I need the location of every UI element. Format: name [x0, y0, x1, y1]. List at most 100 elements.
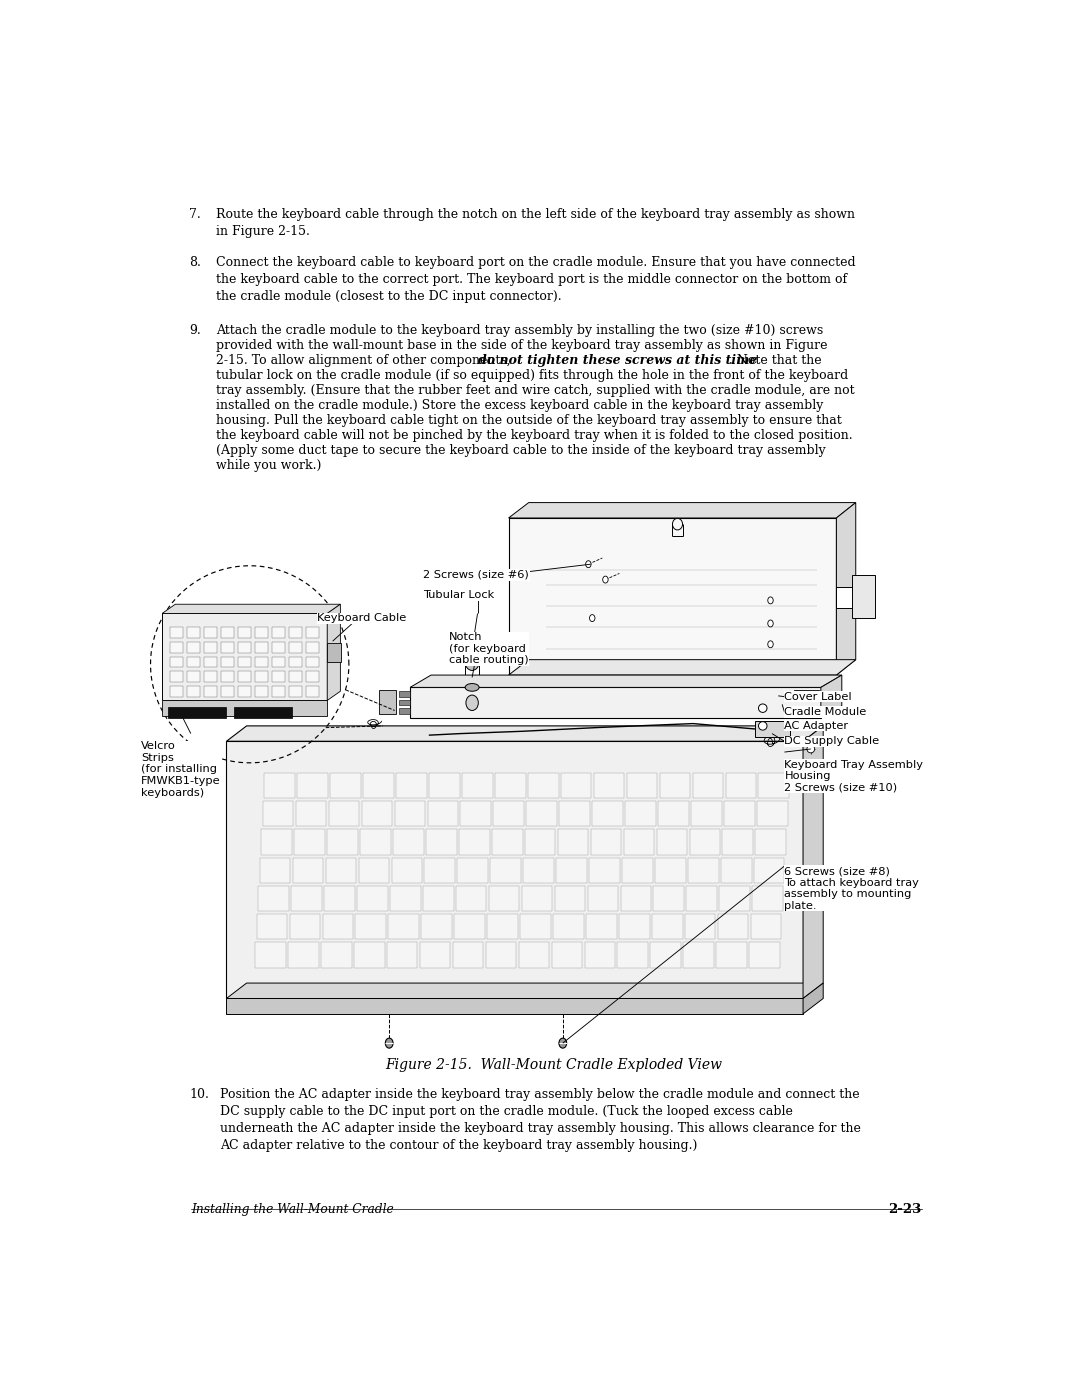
- Ellipse shape: [758, 722, 767, 731]
- Polygon shape: [755, 721, 789, 736]
- Text: AC Adapter: AC Adapter: [784, 721, 849, 731]
- Bar: [557, 830, 589, 855]
- Bar: [204, 643, 217, 652]
- Bar: [591, 830, 621, 855]
- Bar: [307, 627, 320, 638]
- Ellipse shape: [465, 654, 480, 671]
- Bar: [526, 800, 557, 826]
- Bar: [561, 773, 592, 798]
- Bar: [623, 830, 654, 855]
- Bar: [626, 773, 658, 798]
- Ellipse shape: [465, 683, 480, 692]
- Bar: [307, 657, 320, 668]
- Bar: [307, 671, 320, 682]
- Bar: [296, 800, 326, 826]
- Polygon shape: [836, 503, 855, 675]
- Bar: [294, 830, 325, 855]
- Ellipse shape: [768, 597, 773, 604]
- Bar: [490, 858, 521, 883]
- Polygon shape: [162, 605, 340, 613]
- Bar: [255, 657, 268, 668]
- Bar: [238, 643, 252, 652]
- Bar: [594, 773, 624, 798]
- Bar: [652, 914, 683, 939]
- Bar: [524, 858, 554, 883]
- Bar: [238, 627, 252, 638]
- Text: Figure 2-15.  Wall-Mount Cradle Exploded View: Figure 2-15. Wall-Mount Cradle Exploded …: [384, 1058, 723, 1071]
- Bar: [685, 914, 715, 939]
- Bar: [326, 858, 356, 883]
- Polygon shape: [410, 687, 821, 718]
- Bar: [590, 858, 620, 883]
- Bar: [260, 858, 291, 883]
- Text: tubular lock on the cradle module (if so equipped) fits through the hole in the : tubular lock on the cradle module (if so…: [216, 369, 848, 381]
- Bar: [420, 943, 450, 968]
- Bar: [689, 830, 720, 855]
- Polygon shape: [399, 692, 410, 697]
- Bar: [363, 773, 394, 798]
- Bar: [327, 830, 357, 855]
- Bar: [393, 830, 423, 855]
- Text: 2-23: 2-23: [889, 1203, 921, 1217]
- Bar: [525, 830, 555, 855]
- Bar: [726, 773, 756, 798]
- Ellipse shape: [768, 641, 773, 648]
- Bar: [321, 943, 352, 968]
- Bar: [272, 643, 285, 652]
- Polygon shape: [410, 675, 841, 687]
- Text: Attach the cradle module to the keyboard tray assembly by installing the two (si: Attach the cradle module to the keyboard…: [216, 324, 823, 337]
- Bar: [750, 943, 780, 968]
- Bar: [495, 773, 526, 798]
- Bar: [453, 943, 484, 968]
- Bar: [323, 914, 353, 939]
- Polygon shape: [227, 726, 823, 742]
- Bar: [621, 886, 651, 911]
- Bar: [255, 671, 268, 682]
- Ellipse shape: [807, 745, 814, 753]
- Text: the keyboard cable will not be pinched by the keyboard tray when it is folded to: the keyboard cable will not be pinched b…: [216, 429, 852, 441]
- Bar: [456, 886, 486, 911]
- Polygon shape: [509, 659, 855, 675]
- Bar: [187, 627, 200, 638]
- Bar: [289, 914, 321, 939]
- Bar: [327, 643, 341, 662]
- Text: housing. Pull the keyboard cable tight on the outside of the keyboard tray assem: housing. Pull the keyboard cable tight o…: [216, 414, 841, 427]
- Bar: [553, 914, 583, 939]
- Bar: [354, 943, 384, 968]
- Bar: [716, 943, 747, 968]
- Bar: [653, 886, 684, 911]
- Bar: [462, 773, 492, 798]
- Bar: [167, 707, 226, 718]
- Bar: [718, 914, 748, 939]
- Ellipse shape: [559, 1038, 567, 1048]
- Bar: [592, 800, 623, 826]
- Bar: [755, 830, 786, 855]
- Ellipse shape: [603, 576, 608, 583]
- Bar: [289, 657, 302, 668]
- Bar: [360, 830, 391, 855]
- Bar: [387, 943, 418, 968]
- Bar: [521, 914, 551, 939]
- Bar: [297, 773, 328, 798]
- Bar: [486, 943, 516, 968]
- Bar: [238, 686, 252, 697]
- Bar: [289, 686, 302, 697]
- Bar: [170, 627, 183, 638]
- Text: 2 Screws (size #10): 2 Screws (size #10): [784, 782, 897, 792]
- Bar: [428, 800, 458, 826]
- Bar: [487, 914, 517, 939]
- Text: DC Supply Cable: DC Supply Cable: [784, 736, 879, 746]
- Bar: [272, 671, 285, 682]
- Bar: [272, 657, 285, 668]
- Bar: [204, 686, 217, 697]
- Text: installed on the cradle module.) Store the excess keyboard cable in the keyboard: installed on the cradle module.) Store t…: [216, 400, 823, 412]
- Polygon shape: [852, 576, 875, 617]
- Bar: [555, 886, 585, 911]
- Text: Cover Label: Cover Label: [784, 692, 852, 701]
- Text: 2-15. To allow alignment of other components,: 2-15. To allow alignment of other compon…: [216, 353, 514, 367]
- Bar: [288, 943, 319, 968]
- Text: do not tighten these screws at this time: do not tighten these screws at this time: [477, 353, 757, 367]
- Bar: [359, 858, 389, 883]
- Bar: [455, 914, 485, 939]
- Polygon shape: [509, 518, 836, 675]
